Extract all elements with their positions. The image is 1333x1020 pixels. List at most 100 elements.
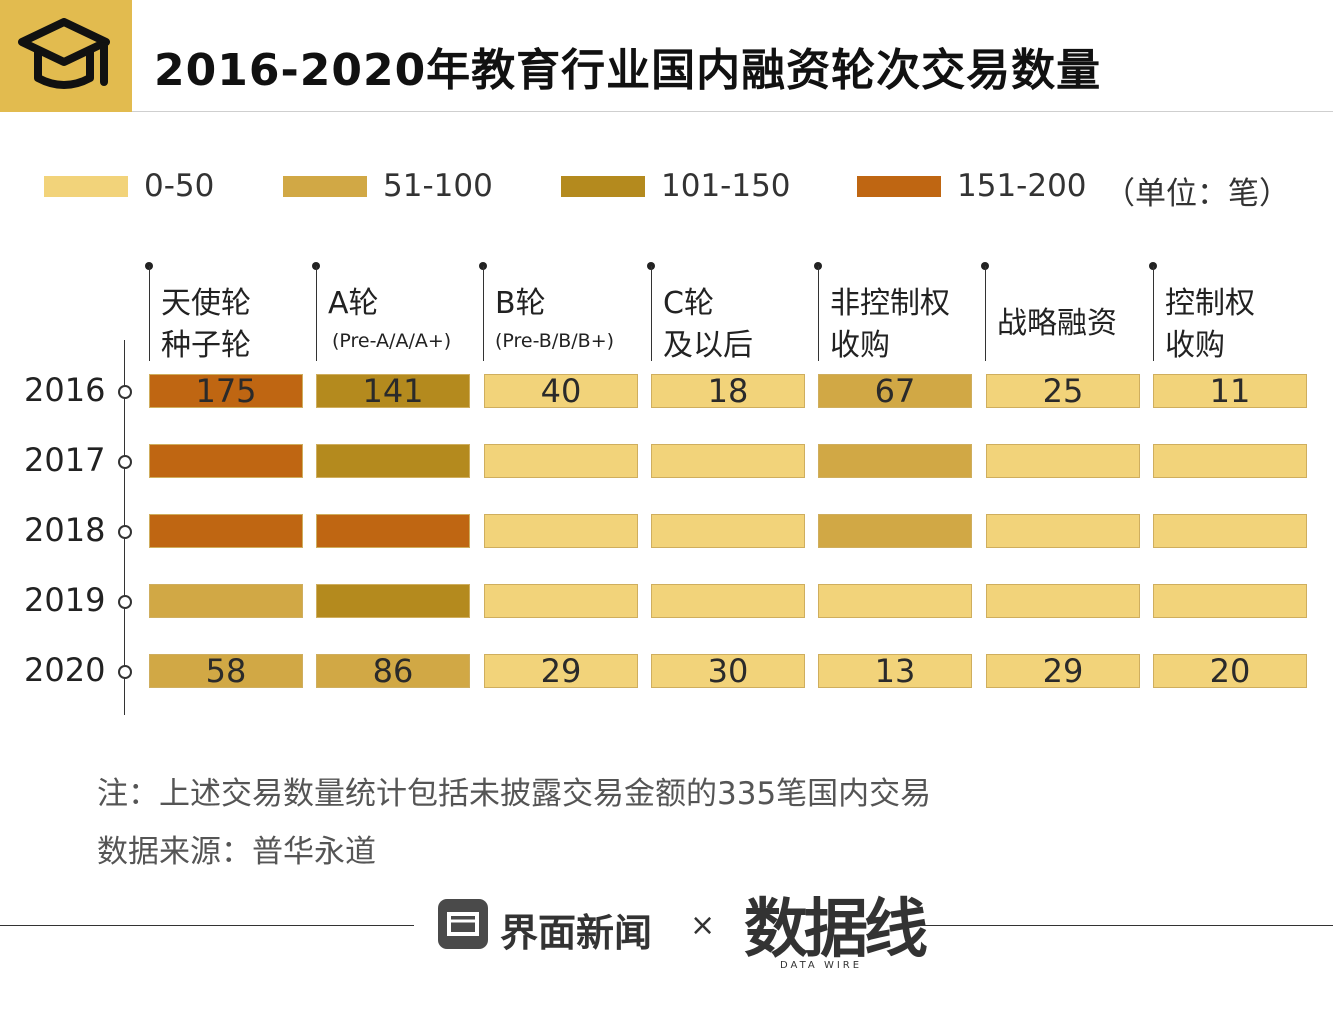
heatmap-cell: 11 <box>1153 372 1307 410</box>
cell-value: 58 <box>205 652 247 690</box>
cell-value: 67 <box>874 372 916 410</box>
year-marker <box>118 455 132 469</box>
datawire-logo: 数据线 <box>744 893 928 967</box>
year-marker <box>118 385 132 399</box>
column-marker-line <box>149 266 150 361</box>
column-subtitle: 收购 <box>830 328 890 363</box>
cell-value: 11 <box>1209 372 1251 410</box>
legend-swatch-0-50 <box>44 176 128 197</box>
heatmap-cell <box>651 514 805 548</box>
cell-value: 18 <box>707 372 749 410</box>
year-marker <box>118 525 132 539</box>
jiemian-logo-icon <box>438 899 488 949</box>
jiemian-logo-mark <box>447 912 479 936</box>
header-divider <box>132 111 1333 112</box>
column-marker-line <box>818 266 819 361</box>
cell-value: 25 <box>1042 372 1084 410</box>
heatmap-cell <box>1153 444 1307 478</box>
year-label-2019: 2019 <box>24 581 106 619</box>
year-label-2018: 2018 <box>24 511 106 549</box>
graduation-cap-icon <box>18 18 110 89</box>
heatmap-cell <box>651 444 805 478</box>
cell-value: 13 <box>874 652 916 690</box>
heatmap-cell <box>316 584 470 618</box>
column-title: C轮 <box>663 286 714 321</box>
footer-times: × <box>690 908 716 943</box>
heatmap-cell <box>316 444 470 478</box>
column-title: 天使轮 <box>161 286 251 321</box>
column-subtitle: 及以后 <box>663 328 753 363</box>
page-title: 2016-2020年教育行业国内融资轮次交易数量 <box>154 45 1102 96</box>
unit-label: （单位：笔） <box>1104 176 1290 212</box>
heatmap-cell <box>651 584 805 618</box>
cell-value: 29 <box>1042 652 1084 690</box>
legend-swatch-101-150 <box>561 176 645 197</box>
cell-value: 20 <box>1209 652 1251 690</box>
heatmap-cell <box>149 584 303 618</box>
column-marker-line <box>483 266 484 361</box>
heatmap-cell: 67 <box>818 372 972 410</box>
heatmap-cell <box>986 584 1140 618</box>
legend-swatch-151-200 <box>857 176 941 197</box>
legend-label-0-50: 0-50 <box>144 168 215 204</box>
heatmap-cell <box>149 514 303 548</box>
column-note: (Pre-A/A/A+) <box>332 330 452 352</box>
cell-value: 40 <box>540 372 582 410</box>
column-subtitle: 种子轮 <box>161 328 251 363</box>
column-marker-line <box>1153 266 1154 361</box>
heatmap-cell <box>484 584 638 618</box>
footnote: 注：上述交易数量统计包括未披露交易金额的335笔国内交易 <box>97 776 932 812</box>
legend-label-151-200: 151-200 <box>957 168 1087 204</box>
column-title: A轮 <box>328 286 379 321</box>
heatmap-cell: 86 <box>316 652 470 690</box>
heatmap-cell <box>484 444 638 478</box>
column-title: 控制权 <box>1165 286 1255 321</box>
legend-swatch-51-100 <box>283 176 367 197</box>
cell-value: 29 <box>540 652 582 690</box>
year-label-2016: 2016 <box>24 371 106 409</box>
year-label-2017: 2017 <box>24 441 106 479</box>
column-marker-line <box>985 266 986 361</box>
heatmap-cell: 30 <box>651 652 805 690</box>
footer-rule-left <box>0 925 414 926</box>
heatmap-cell <box>818 514 972 548</box>
year-marker <box>118 665 132 679</box>
heatmap-cell <box>149 444 303 478</box>
column-marker-line <box>651 266 652 361</box>
data-source: 数据来源：普华永道 <box>97 834 376 870</box>
heatmap-cell: 40 <box>484 372 638 410</box>
heatmap-cell: 13 <box>818 652 972 690</box>
heatmap-cell: 20 <box>1153 652 1307 690</box>
heatmap-cell <box>1153 584 1307 618</box>
year-label-2020: 2020 <box>24 651 106 689</box>
heatmap-cell <box>484 514 638 548</box>
heatmap-cell: 18 <box>651 372 805 410</box>
column-title: B轮 <box>495 286 546 321</box>
heatmap-cell <box>818 444 972 478</box>
legend-label-101-150: 101-150 <box>661 168 791 204</box>
cell-value: 141 <box>362 372 424 410</box>
column-title: 非控制权 <box>830 286 950 321</box>
header: 2016-2020年教育行业国内融资轮次交易数量 <box>0 0 1333 112</box>
heatmap-cell <box>316 514 470 548</box>
column-subtitle: 收购 <box>1165 328 1225 363</box>
heatmap-cell: 175 <box>149 372 303 410</box>
legend-label-51-100: 51-100 <box>383 168 493 204</box>
heatmap-cell <box>818 584 972 618</box>
heatmap-cell: 25 <box>986 372 1140 410</box>
cell-value: 175 <box>195 372 257 410</box>
heatmap-cell: 29 <box>484 652 638 690</box>
column-marker-line <box>316 266 317 361</box>
legend: 0-50 51-100 101-150 151-200 （单位：笔） <box>0 166 1333 212</box>
column-title: 战略融资 <box>997 306 1117 341</box>
header-icon-box <box>0 0 132 112</box>
heatmap-cell: 29 <box>986 652 1140 690</box>
heatmap-cell <box>986 444 1140 478</box>
year-marker <box>118 595 132 609</box>
column-note: (Pre-B/B/B+) <box>495 330 615 352</box>
heatmap-cell <box>1153 514 1307 548</box>
cell-value: 30 <box>707 652 749 690</box>
heatmap-cell: 58 <box>149 652 303 690</box>
datawire-logo-sub: DATA WIRE <box>780 960 863 971</box>
heatmap-cell: 141 <box>316 372 470 410</box>
